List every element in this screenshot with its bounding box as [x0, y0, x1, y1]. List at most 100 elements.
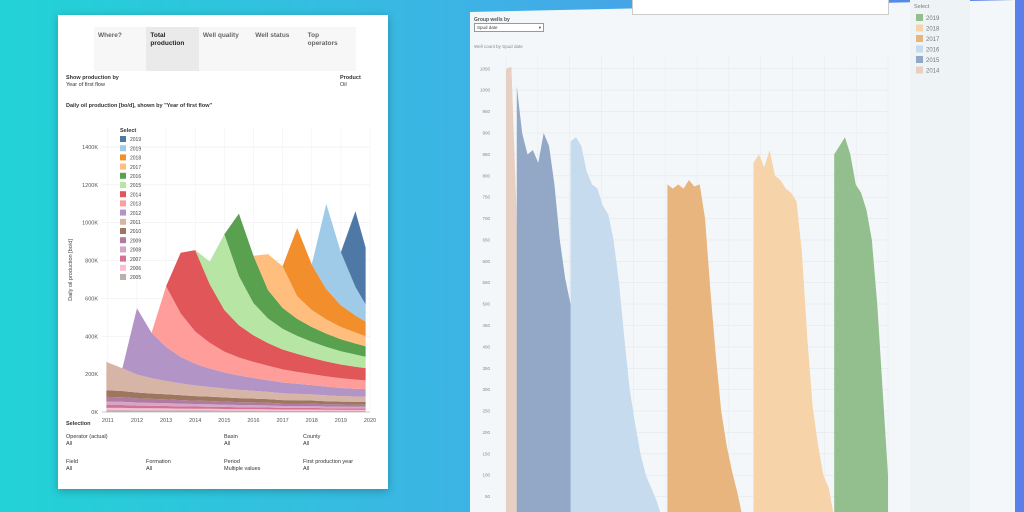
legend-title: Select: [914, 4, 930, 10]
legend-label-2016: 2016: [130, 174, 141, 180]
area-series-2017: [667, 180, 742, 512]
filter-formation-value: All: [146, 466, 153, 472]
area-series-2018: [106, 213, 366, 369]
legend-swatch-2009: [120, 237, 126, 244]
x-tick-label: 2011: [102, 418, 114, 424]
x-tick-label: 2015: [218, 418, 230, 424]
legend-label-2018: 2018: [926, 27, 940, 33]
area-series-2007: [106, 404, 366, 410]
legend-swatch-2016: [916, 45, 923, 53]
tab-top-operators[interactable]: Top operators: [307, 32, 338, 47]
y-tick-label: 400K: [85, 334, 98, 340]
x-tick-label: 2020: [364, 418, 376, 424]
legend-label-2010: 2010: [130, 229, 141, 235]
product-select[interactable]: Oil: [340, 82, 347, 88]
y-tick-label: 850: [482, 152, 490, 157]
y-tick-label: 1400K: [82, 145, 98, 151]
area-series-2011: [106, 361, 366, 402]
legend-swatch-2006: [120, 264, 126, 271]
y-tick-label: 0K: [91, 410, 98, 416]
legend-swatch-2019: [120, 136, 126, 142]
selection-title: Selection: [66, 421, 91, 427]
filter-first-production-year-value: All: [303, 466, 310, 472]
y-tick-label: 800K: [85, 259, 98, 265]
area-series-2012: [106, 308, 366, 397]
y-tick-label: 950: [482, 109, 490, 114]
filter-field-value: All: [66, 466, 73, 472]
x-tick-label: 2017: [276, 418, 288, 424]
y-tick-label: 150: [482, 451, 490, 456]
legend-label-2008: 2008: [130, 248, 141, 254]
y-axis-label: Daily oil production [bo/d]: [68, 239, 74, 301]
area-series-2015: [516, 85, 631, 512]
y-tick-label: 1000K: [82, 221, 98, 227]
x-tick-label: 2014: [189, 418, 201, 424]
legend-swatch-2018: [916, 24, 923, 32]
tab-bar: Where? Total production Well quality Wel…: [94, 27, 356, 71]
area-series-2008: [106, 401, 366, 409]
legend-swatch-2014: [916, 66, 923, 74]
area-series-2019: [834, 137, 888, 512]
filter-formation-label: Formation: [146, 459, 171, 465]
filter-formation[interactable]: Formation All: [146, 459, 171, 473]
legend-swatch-2005: [120, 274, 126, 280]
x-tick-label: 2019: [335, 418, 347, 424]
filter-first-production-year[interactable]: First production year All: [303, 459, 353, 473]
legend-swatch-2017: [120, 163, 126, 170]
legend-swatch-2016: [120, 172, 126, 179]
tab-well-status[interactable]: Well status: [255, 32, 290, 39]
filter-field[interactable]: Field All: [66, 459, 78, 473]
legend-label-2018: 2018: [130, 156, 141, 162]
filter-field-label: Field: [66, 459, 78, 465]
show-production-label: Show production by: [66, 75, 119, 81]
y-tick-label: 650: [482, 237, 490, 242]
legend-label-2009: 2009: [130, 238, 141, 244]
chevron-down-icon: ▾: [538, 25, 541, 30]
show-production-select[interactable]: Year of first flow: [66, 82, 105, 88]
top-input-box[interactable]: [632, 0, 889, 15]
area-series-2016: [570, 137, 661, 512]
tab-where[interactable]: Where?: [98, 32, 122, 39]
left-chart-title: Daily oil production [bo/d], shown by "Y…: [66, 103, 213, 109]
legend-swatch-2019: [916, 14, 923, 21]
group-wells-select[interactable]: Spud date ▾: [474, 23, 544, 32]
y-tick-label: 200: [482, 430, 490, 435]
legend-label-2019: 2019: [926, 16, 940, 22]
legend-label-2014: 2014: [926, 69, 940, 75]
filter-basin-value: All: [224, 441, 231, 447]
legend-title: Select: [120, 128, 136, 134]
y-tick-label: 600K: [85, 296, 98, 302]
y-tick-label: 100: [482, 473, 490, 478]
legend-swatch-2010: [120, 228, 126, 234]
y-tick-label: 50: [485, 494, 491, 499]
right-legend: Select 2019 2018 2017 2016 2015 2014: [914, 4, 940, 75]
x-tick-label: 2012: [131, 418, 143, 424]
legend-swatch-2008: [120, 246, 126, 253]
legend-label-2006: 2006: [130, 266, 141, 272]
production-dashboard-panel: Where? Total production Well quality Wel…: [58, 15, 388, 489]
filter-operator[interactable]: Operator (actual) All: [66, 434, 108, 448]
y-tick-label: 600: [482, 259, 490, 264]
well-count-area-chart: 50 100 150 200 250 300 350 400 450 500 550 600 650 70…: [480, 56, 889, 512]
area-series-2014: [106, 250, 366, 381]
group-wells-label: Group wells by: [474, 17, 510, 23]
y-tick-label: 1050: [480, 66, 491, 71]
filter-basin[interactable]: Basin All: [224, 434, 238, 448]
y-tick-label: 250: [482, 409, 490, 414]
tab-total-production[interactable]: Total production: [146, 27, 199, 71]
y-tick-label: 750: [482, 195, 490, 200]
area-series-2006: [106, 407, 366, 412]
filter-operator-value: All: [66, 441, 73, 447]
area-series-2015: [106, 234, 366, 369]
area-series-2018: [753, 150, 834, 512]
legend-label-2015: 2015: [926, 58, 940, 64]
tab-well-quality[interactable]: Well quality: [202, 32, 239, 39]
filter-county[interactable]: County All: [303, 434, 320, 448]
legend-label-2019: 2019: [130, 146, 141, 152]
y-tick-label: 350: [482, 366, 490, 371]
y-tick-label: 1000: [480, 88, 491, 93]
filter-period[interactable]: Period Multiple values: [224, 459, 260, 473]
x-tick-label: 2018: [306, 418, 318, 424]
y-tick-label: 700: [482, 216, 490, 221]
legend-swatch-2014: [120, 191, 126, 198]
